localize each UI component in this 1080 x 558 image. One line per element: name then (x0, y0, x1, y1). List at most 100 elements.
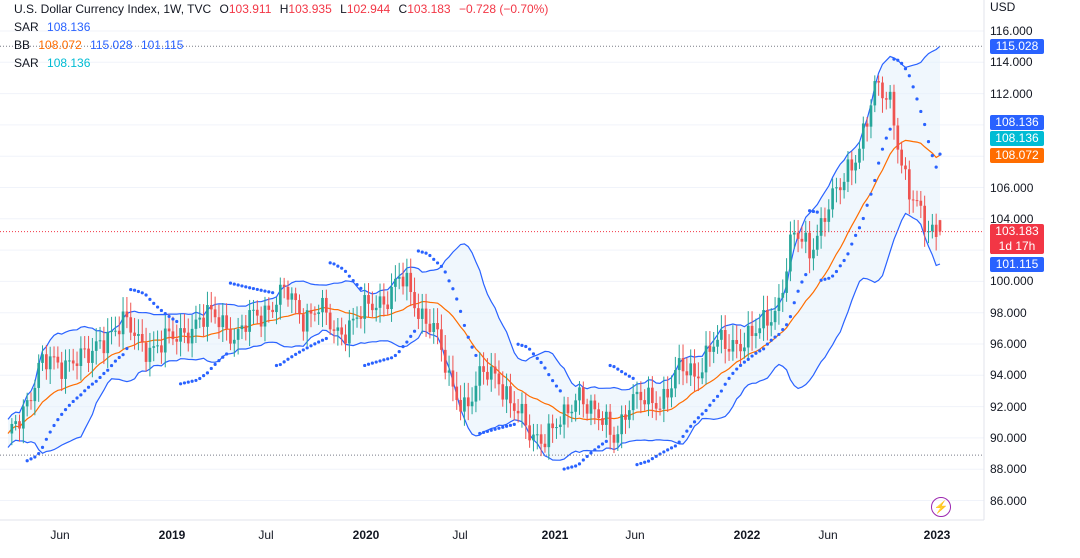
candle-body (409, 272, 413, 293)
candle-body (321, 297, 324, 313)
sar-dot (359, 286, 363, 290)
sar-dot (278, 362, 282, 367)
candle-body (716, 339, 719, 347)
candle-body (854, 162, 857, 171)
candle-body (175, 339, 179, 342)
candle-body (505, 386, 508, 400)
candle-body (900, 149, 903, 166)
candle-body (754, 333, 758, 336)
sar-dot (854, 233, 858, 238)
sar-dot (742, 360, 746, 364)
candle-body (355, 317, 359, 319)
sar-dot (650, 457, 654, 461)
candle-body (394, 278, 397, 287)
sar-dot (489, 428, 493, 432)
sar-dot (635, 463, 639, 467)
sar-dot (926, 140, 931, 144)
candle-body (125, 311, 129, 318)
sar-dot (213, 362, 217, 366)
sar-dot (708, 403, 712, 407)
candle-body (447, 370, 451, 373)
candle-body (45, 354, 48, 370)
candle-body (167, 328, 171, 332)
sar-dot (478, 431, 482, 436)
candle-body (520, 403, 524, 414)
sar-dot (784, 323, 789, 327)
sar-dot (98, 375, 102, 380)
candle-body (566, 404, 570, 414)
candle-body (217, 317, 221, 328)
sar-dot (294, 352, 298, 357)
candle-body (386, 304, 390, 310)
sar-dot (186, 380, 190, 384)
sar-dot (685, 429, 689, 433)
candle-body (558, 424, 562, 428)
sar-dot (382, 358, 386, 362)
candle-body (581, 387, 585, 405)
candle-body (639, 391, 643, 401)
candle-body (923, 205, 926, 232)
candle-body (509, 386, 512, 404)
candle-body (547, 423, 551, 448)
candle-body (551, 423, 554, 429)
sar2-value: 108.136 (47, 56, 91, 70)
candle-body (528, 425, 531, 441)
candle-body (677, 358, 681, 371)
candle-body (271, 309, 274, 313)
price-tick-label: 100.000 (990, 274, 1034, 289)
sar-dot (60, 412, 64, 416)
candle-body (263, 305, 267, 327)
candle-body (635, 391, 639, 395)
sar-dot (355, 283, 359, 287)
candle-body (451, 370, 455, 387)
sar-dot (117, 355, 121, 360)
sar-dot (827, 276, 831, 280)
sar-dot (654, 454, 658, 458)
candle-body (240, 325, 244, 330)
lightning-icon[interactable]: ⚡ (931, 497, 951, 517)
candle-body (106, 331, 110, 354)
sar-dot (727, 376, 731, 381)
candle-body (22, 406, 25, 429)
candle-body (41, 354, 44, 363)
symbol-name[interactable]: U.S. Dollar Currency Index, 1W, TVC (14, 2, 212, 16)
sar-dot (317, 340, 321, 344)
candle-body (796, 232, 800, 239)
legend-bb-row[interactable]: BB 108.072 115.028 101.115 (14, 36, 553, 54)
sar-dot (447, 279, 451, 283)
sar-dot (48, 430, 52, 434)
candle-body (555, 427, 558, 429)
legend-symbol-row: U.S. Dollar Currency Index, 1W, TVC O103… (14, 0, 553, 18)
candle-body (604, 411, 608, 425)
candle-body (624, 414, 627, 420)
sar-dot (109, 363, 114, 368)
sar-dot (769, 338, 773, 342)
sar-dot (577, 462, 582, 466)
sar-dot (251, 286, 256, 291)
sar-dot (397, 350, 401, 354)
candle-body (601, 418, 604, 425)
sar-dot (923, 122, 927, 127)
sar-dot (800, 280, 804, 284)
candle-body (888, 91, 892, 100)
candle-body (397, 276, 401, 279)
sar-dot (934, 165, 938, 169)
candle-body (252, 309, 255, 311)
sar-dot (531, 352, 536, 356)
currency-unit-label: USD (990, 0, 1016, 14)
sar-dot (735, 367, 739, 371)
sar-dot (393, 353, 397, 358)
sar-dot (600, 442, 605, 446)
candle-body (359, 317, 363, 319)
candle-body (934, 224, 938, 237)
sar-dot (432, 257, 436, 261)
candle-body (18, 421, 21, 429)
candle-body (102, 340, 106, 354)
sar-dot (896, 58, 900, 62)
sar-dot (880, 147, 885, 151)
sar-dot (773, 335, 777, 339)
legend-sar-row[interactable]: SAR 108.136 (14, 18, 553, 36)
candle-body (328, 312, 332, 330)
legend-sar2-row[interactable]: SAR 108.136 (14, 54, 553, 72)
